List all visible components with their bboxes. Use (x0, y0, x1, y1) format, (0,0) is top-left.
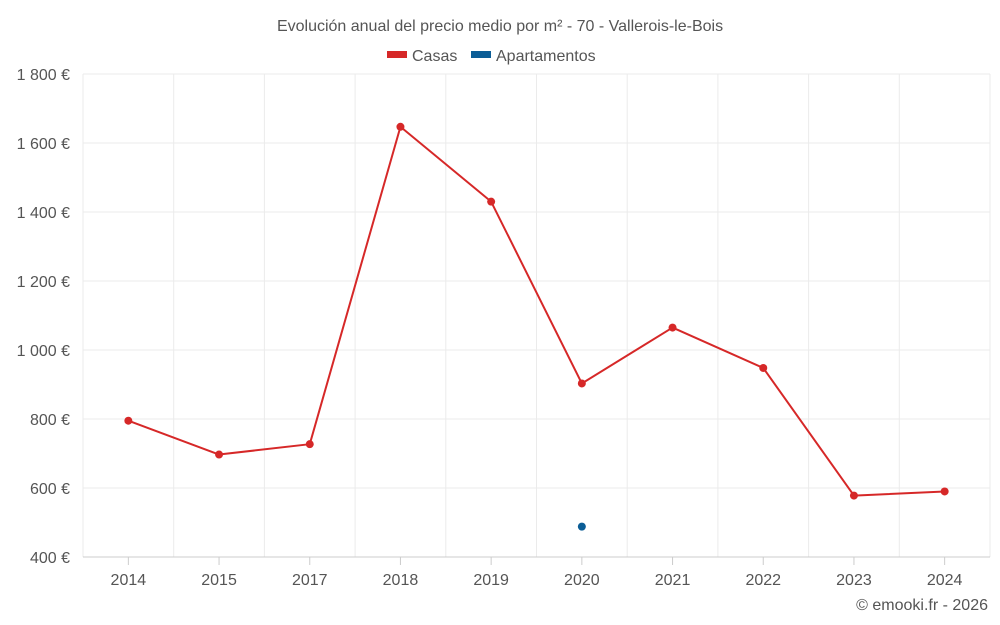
x-axis-ticks: 2014 2015 2017 2018 2019 2020 2021 2022 2023 2024 (83, 556, 990, 589)
y-tick-label: 1 200 € (17, 274, 70, 291)
series-line-casas (128, 125, 945, 497)
x-tick-label: 2017 (292, 572, 328, 589)
x-tick-label: 2024 (927, 572, 963, 589)
data-point-casas[interactable] (849, 491, 858, 500)
legend: Casas Apartamentos (387, 48, 596, 65)
chart-title: Evolución anual del precio medio por m² … (277, 18, 723, 35)
legend-label-casas: Casas (412, 48, 457, 65)
y-tick-label: 1 400 € (17, 205, 70, 222)
grid-layer (82, 73, 991, 558)
data-point-casas[interactable] (577, 379, 586, 388)
data-point-casas[interactable] (305, 440, 314, 449)
x-tick-label: 2018 (383, 572, 419, 589)
data-point-casas[interactable] (124, 416, 133, 425)
y-tick-label: 1 800 € (17, 67, 70, 84)
footer-credit: © emooki.fr - 2026 (856, 597, 988, 614)
data-point-casas[interactable] (215, 450, 224, 459)
data-point-casas[interactable] (668, 323, 677, 332)
y-tick-label: 1 000 € (17, 343, 70, 360)
x-tick-label: 2023 (836, 572, 872, 589)
legend-label-apartamentos: Apartamentos (496, 48, 596, 65)
y-tick-label: 600 € (30, 481, 70, 498)
data-point-casas[interactable] (487, 197, 496, 206)
x-tick-label: 2015 (201, 572, 237, 589)
x-tick-label: 2019 (473, 572, 509, 589)
data-point-casas[interactable] (759, 363, 768, 372)
x-tick-label: 2021 (655, 572, 691, 589)
data-point-casas[interactable] (396, 122, 405, 131)
y-tick-label: 800 € (30, 412, 70, 429)
legend-swatch-casas (387, 51, 407, 58)
y-tick-label: 1 600 € (17, 136, 70, 153)
y-axis-ticks: 400 € 600 € 800 € 1 000 € 1 200 € 1 400 € 1 60… (17, 67, 70, 567)
x-tick-label: 2022 (745, 572, 781, 589)
data-point-casas[interactable] (940, 487, 949, 496)
x-tick-label: 2020 (564, 572, 600, 589)
legend-swatch-apartamentos (471, 51, 491, 58)
series-layer (124, 122, 949, 531)
data-point-apartamentos[interactable] (577, 522, 586, 531)
x-tick-label: 2014 (111, 572, 147, 589)
y-tick-label: 400 € (30, 550, 70, 567)
